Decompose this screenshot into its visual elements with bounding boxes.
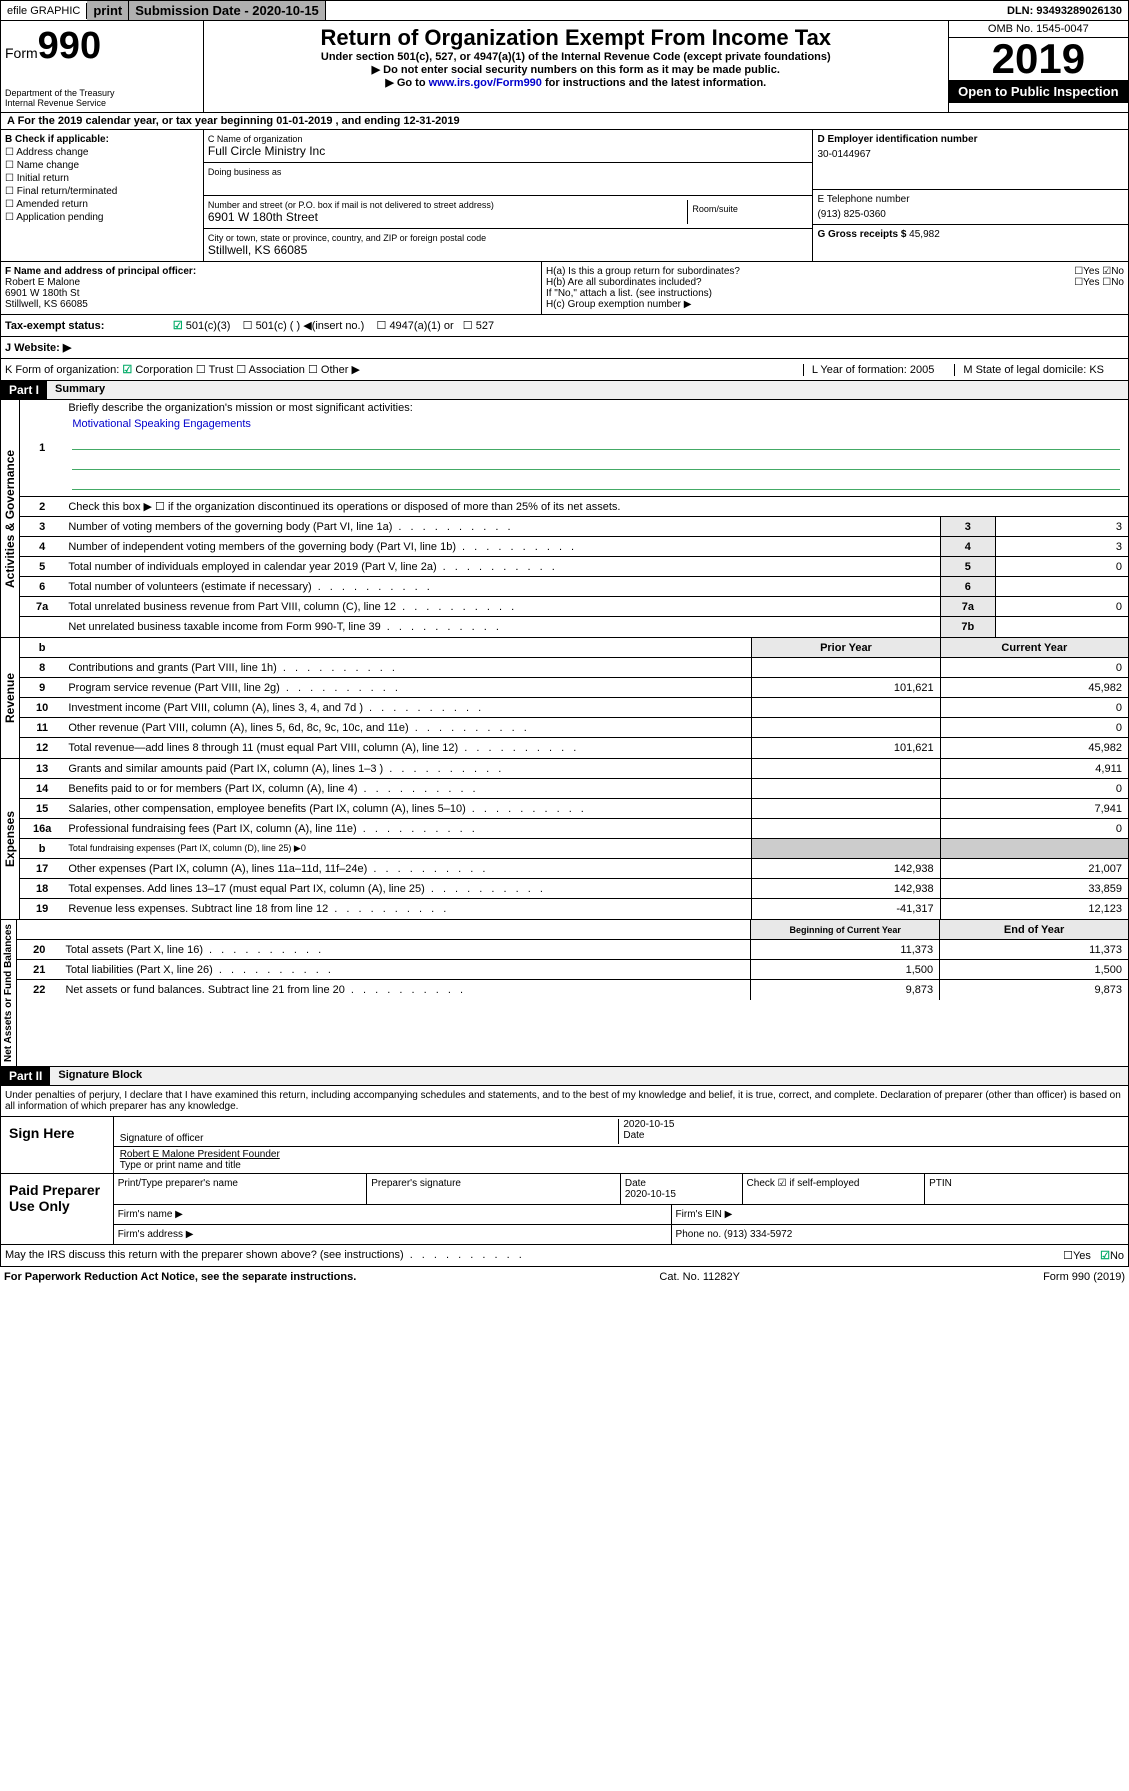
section-a: A For the 2019 calendar year, or tax yea… (0, 113, 1129, 130)
table-row: 4Number of independent voting members of… (20, 537, 1128, 557)
netassets-section: Net Assets or Fund Balances Beginning of… (0, 920, 1129, 1067)
sign-here-label: Sign Here (1, 1117, 114, 1173)
table-row: 5Total number of individuals employed in… (20, 557, 1128, 577)
form-header: Form990 Department of the Treasury Inter… (0, 21, 1129, 113)
table-row: 14Benefits paid to or for members (Part … (20, 779, 1128, 799)
governance-section: Activities & Governance 1 Briefly descri… (0, 400, 1129, 638)
k-org-row: K Form of organization: ☑ Corporation ☐ … (0, 359, 1129, 381)
signature-section: Under penalties of perjury, I declare th… (0, 1086, 1129, 1245)
table-row: 12Total revenue—add lines 8 through 11 (… (20, 738, 1128, 758)
paid-preparer-label: Paid Preparer Use Only (1, 1174, 114, 1244)
discuss-row: May the IRS discuss this return with the… (0, 1245, 1129, 1267)
table-row: 19Revenue less expenses. Subtract line 1… (20, 899, 1128, 919)
col-f-officer: F Name and address of principal officer:… (1, 262, 542, 314)
table-row: 6Total number of volunteers (estimate if… (20, 577, 1128, 597)
table-row: 16aProfessional fundraising fees (Part I… (20, 819, 1128, 839)
mission-text: Motivational Speaking Engagements (72, 418, 251, 430)
form-title: Return of Organization Exempt From Incom… (208, 25, 944, 51)
print-button[interactable]: print (87, 1, 129, 20)
table-row: 11Other revenue (Part VIII, column (A), … (20, 718, 1128, 738)
org-city: Stillwell, KS 66085 (208, 243, 809, 257)
table-row: 21Total liabilities (Part X, line 26)1,5… (17, 960, 1128, 980)
ein-value: 30-0144967 (817, 149, 1124, 160)
tax-status-row: Tax-exempt status: ☑ 501(c)(3) ☐ 501(c) … (0, 315, 1129, 337)
org-address: 6901 W 180th Street (208, 210, 687, 224)
website-row: J Website: ▶ (0, 337, 1129, 359)
part2-header: Part II Signature Block (0, 1067, 1129, 1086)
irs-link[interactable]: www.irs.gov/Form990 (429, 77, 542, 89)
table-row: 10Investment income (Part VIII, column (… (20, 698, 1128, 718)
table-row: 20Total assets (Part X, line 16)11,37311… (17, 940, 1128, 960)
col-h-group: H(a) Is this a group return for subordin… (542, 262, 1128, 314)
part1-header: Part I Summary (0, 381, 1129, 400)
footer: For Paperwork Reduction Act Notice, see … (0, 1267, 1129, 1287)
chk-initial-return[interactable]: ☐ Initial return (5, 173, 199, 184)
table-row: 17Other expenses (Part IX, column (A), l… (20, 859, 1128, 879)
officer-row: F Name and address of principal officer:… (0, 262, 1129, 315)
col-b-checkboxes: B Check if applicable: ☐ Address change … (1, 130, 204, 261)
form-title-box: Return of Organization Exempt From Incom… (204, 21, 948, 112)
info-section: B Check if applicable: ☐ Address change … (0, 130, 1129, 262)
table-row: 7aTotal unrelated business revenue from … (20, 597, 1128, 617)
topbar: efile GRAPHIC print Submission Date - 20… (0, 0, 1129, 21)
table-row: 9Program service revenue (Part VIII, lin… (20, 678, 1128, 698)
expenses-section: Expenses 13Grants and similar amounts pa… (0, 759, 1129, 920)
side-revenue: Revenue (1, 638, 20, 758)
table-row: 18Total expenses. Add lines 13–17 (must … (20, 879, 1128, 899)
table-row: 15Salaries, other compensation, employee… (20, 799, 1128, 819)
chk-pending[interactable]: ☐ Application pending (5, 212, 199, 223)
form-year-box: OMB No. 1545-0047 2019 Open to Public In… (948, 21, 1128, 112)
gross-receipts: 45,982 (909, 229, 940, 240)
chk-final-return[interactable]: ☐ Final return/terminated (5, 186, 199, 197)
dln: DLN: 93493289026130 (1001, 3, 1128, 19)
org-name: Full Circle Ministry Inc (208, 144, 809, 158)
side-netassets: Net Assets or Fund Balances (1, 920, 17, 1066)
side-governance: Activities & Governance (1, 400, 20, 637)
chk-amended[interactable]: ☐ Amended return (5, 199, 199, 210)
col-c-org: C Name of organization Full Circle Minis… (204, 130, 813, 261)
chk-address-change[interactable]: ☐ Address change (5, 147, 199, 158)
table-row: 22Net assets or fund balances. Subtract … (17, 980, 1128, 1000)
table-row: Net unrelated business taxable income fr… (20, 617, 1128, 637)
table-row: 3Number of voting members of the governi… (20, 517, 1128, 537)
col-d-ein: D Employer identification number 30-0144… (812, 130, 1128, 261)
revenue-section: Revenue b Prior Year Current Year 8Contr… (0, 638, 1129, 759)
side-expenses: Expenses (1, 759, 20, 919)
efile-label: efile GRAPHIC (1, 3, 87, 19)
form-number-box: Form990 Department of the Treasury Inter… (1, 21, 204, 112)
submission-date: Submission Date - 2020-10-15 (129, 1, 326, 20)
phone-value: (913) 825-0360 (817, 209, 1124, 220)
table-row: 8Contributions and grants (Part VIII, li… (20, 658, 1128, 678)
table-row: bTotal fundraising expenses (Part IX, co… (20, 839, 1128, 859)
chk-name-change[interactable]: ☐ Name change (5, 160, 199, 171)
table-row: 13Grants and similar amounts paid (Part … (20, 759, 1128, 779)
